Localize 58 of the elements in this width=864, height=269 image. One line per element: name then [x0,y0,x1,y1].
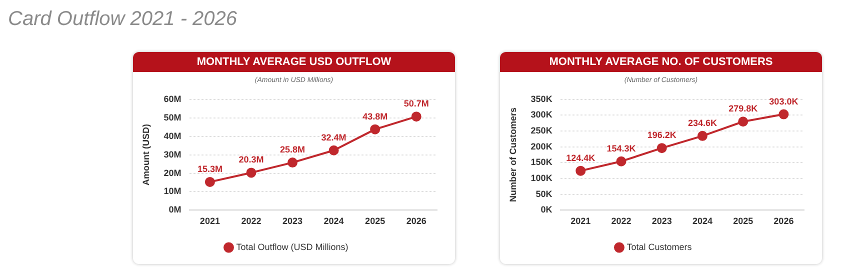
point [288,158,298,168]
point [576,166,586,176]
legend-label: Total Outflow (USD Millions) [236,242,348,252]
x-tick-label: 2024 [692,216,712,226]
x-tick-label: 2022 [611,216,632,226]
point [656,143,667,154]
data-label: 43.8M [362,111,388,122]
x-tick-label: 2026 [774,216,794,226]
x-tick-label: 2024 [324,216,344,226]
data-label: 196.2K [647,130,677,140]
data-label: 124.4K [566,152,596,163]
x-tick-label: 2025 [733,216,754,226]
data-label: 25.8M [280,144,306,155]
data-label: 234.6K [688,118,718,128]
data-label: 154.3K [606,143,636,154]
point [204,176,215,187]
chart-title: MONTHLY AVERAGE USD OUTFLOW [133,52,455,72]
data-label: 50.7M [404,98,429,109]
point [697,130,708,141]
chart-title: MONTHLY AVERAGE NO. OF CUSTOMERS [500,52,822,72]
y-tick-label: 40M [164,130,182,141]
y-tick-label: 200K [530,141,553,152]
x-tick-label: 2026 [406,216,426,226]
x-tick-label: 2022 [241,216,262,226]
point [411,112,422,122]
y-axis-title: Amount (USD) [140,124,151,186]
x-tick-label: 2021 [570,216,591,226]
y-tick-label: 150K [530,157,553,168]
y-tick-label: 50K [536,188,553,199]
data-label: 303.0K [769,96,799,106]
point [738,116,748,127]
x-tick-label: 2025 [365,216,386,226]
y-tick-label: 0M [168,204,182,215]
y-tick-label: 50M [164,112,182,122]
y-axis-title: Number of Customers [508,108,518,202]
x-tick-label: 2021 [200,216,220,226]
y-tick-label: 10M [164,186,182,196]
x-tick-label: 2023 [652,216,672,226]
data-label: 20.3M [238,154,264,165]
y-tick-label: 60M [164,94,182,104]
text: Card Outflow 2021 - 2026 [8,8,238,31]
point [778,109,789,120]
legend-label: Total Customers [626,242,692,252]
y-tick-label: 20M [164,168,182,178]
point [616,156,626,166]
y-tick-label: 30M [164,149,182,160]
point [370,124,380,134]
y-tick-label: 250K [530,126,553,136]
y-tick-label: 350K [530,94,553,104]
data-label: 15.3M [197,164,222,174]
data-label: 279.8K [728,104,758,114]
x-tick-label: 2023 [282,216,303,226]
point [246,168,256,178]
y-tick-label: 300K [530,110,553,120]
data-label: 32.4M [321,132,346,142]
point [328,145,339,156]
y-tick-label: 100K [530,173,553,184]
y-tick-label: 0K [540,204,553,215]
